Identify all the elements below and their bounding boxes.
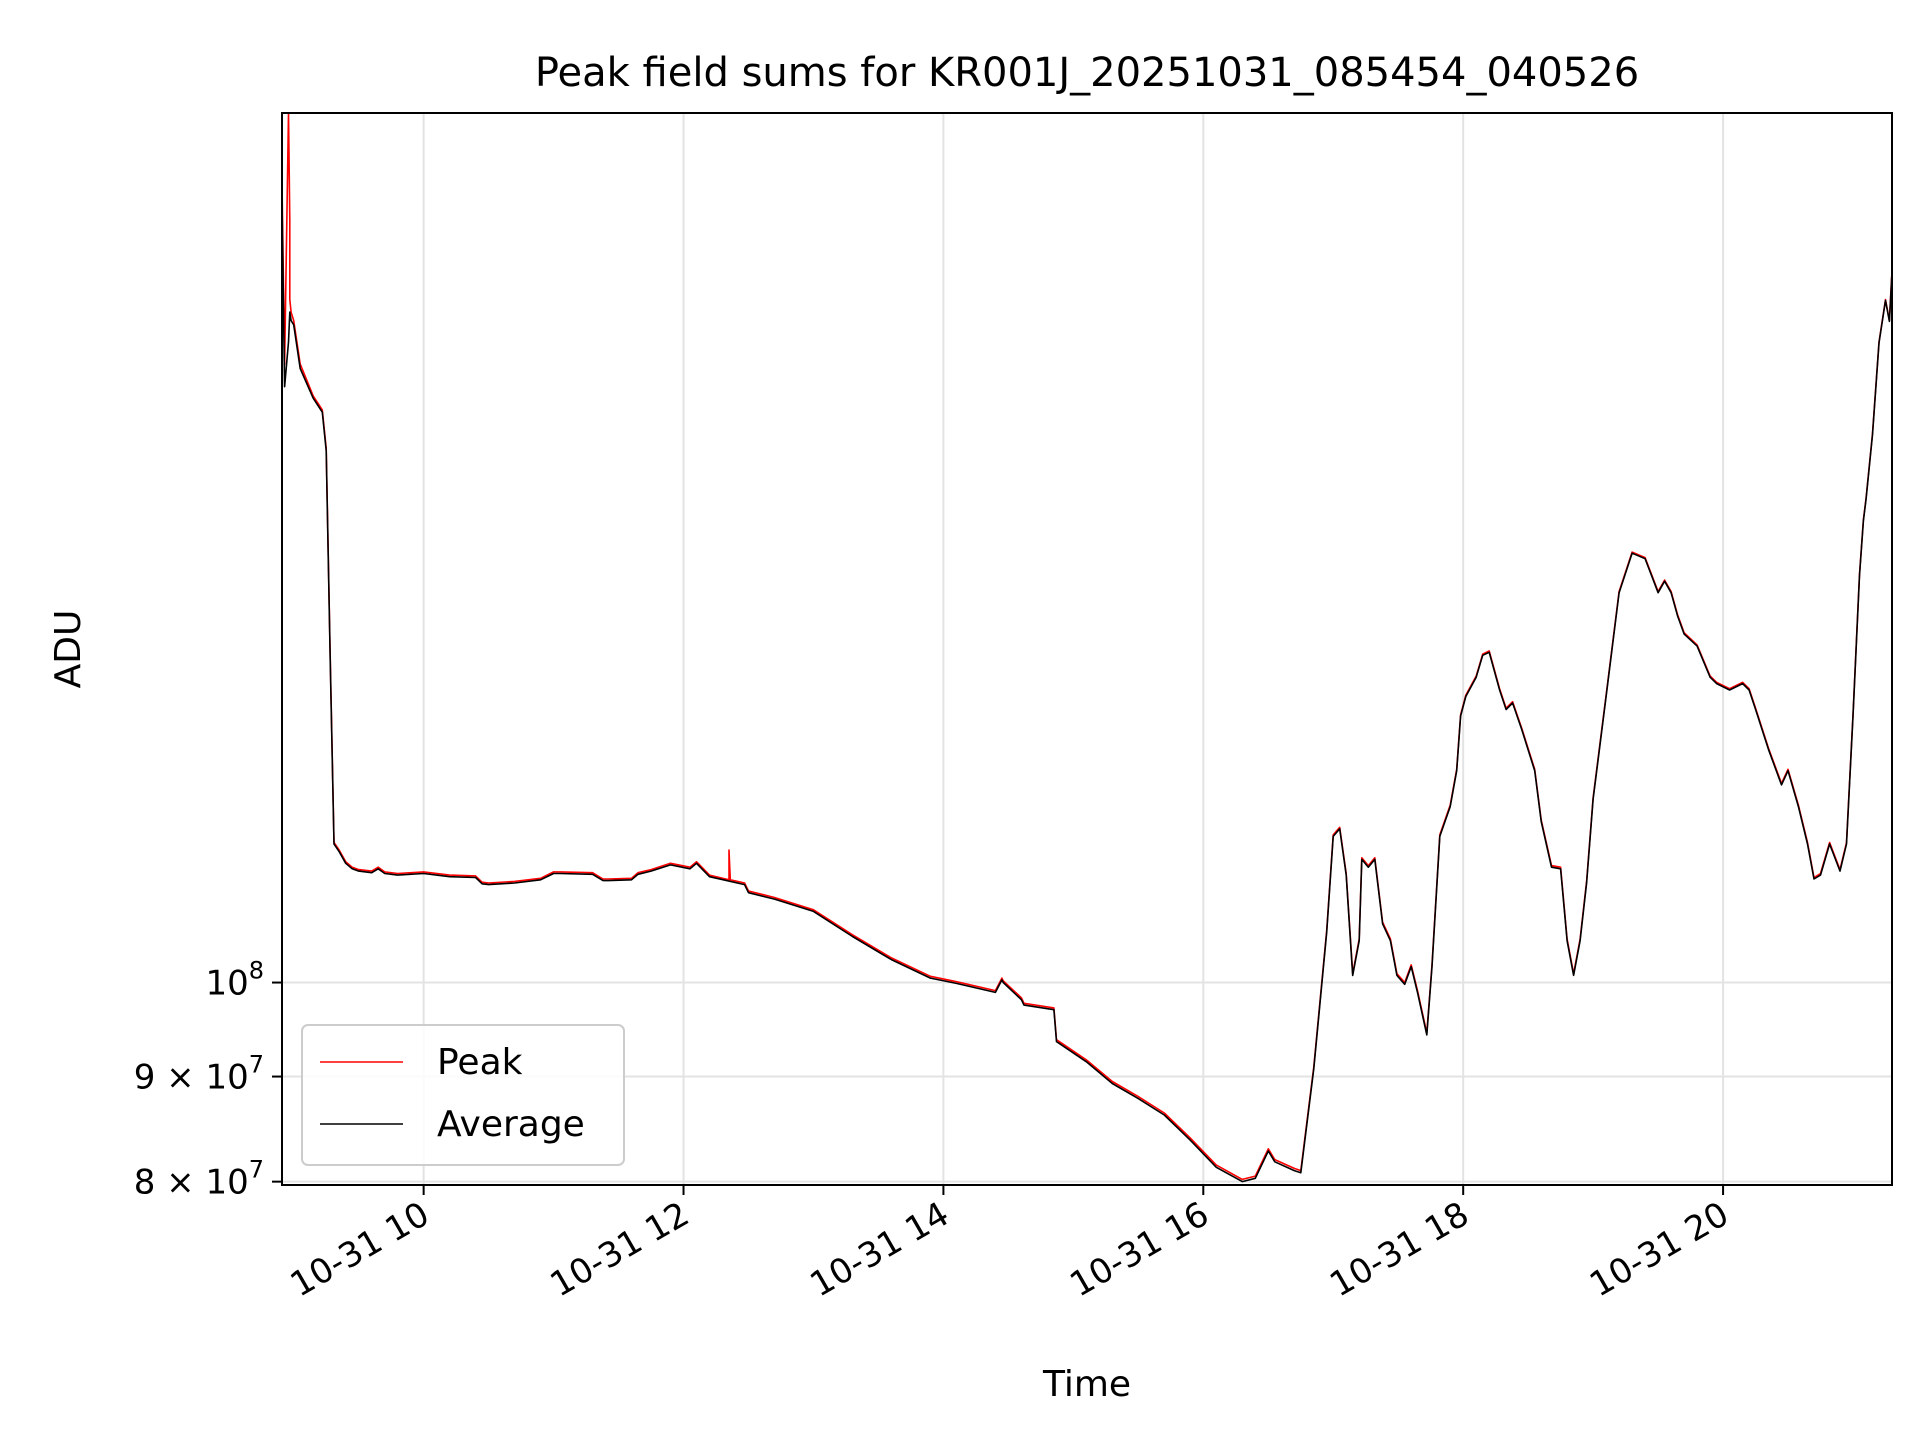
x-tick-label: 10-31 16 <box>1063 1194 1215 1305</box>
y-tick-label: 108 <box>205 957 264 1004</box>
y-tick-label: 9 × 107 <box>134 1051 264 1098</box>
chart-title: Peak field sums for KR001J_20251031_0854… <box>535 50 1639 96</box>
legend-label-peak: Peak <box>437 1042 523 1083</box>
plot-area <box>282 113 1892 1183</box>
legend-box <box>301 1024 625 1166</box>
x-axis: 10-31 10 10-31 12 10-31 14 10-31 16 10-31 18… <box>284 1185 1736 1305</box>
grid <box>282 113 1892 1185</box>
x-tick-label: 10-31 14 <box>804 1194 956 1305</box>
y-tick-mantissa: 8 × 10 <box>134 1163 249 1203</box>
y-tick-mantissa: 10 <box>205 964 248 1004</box>
y-axis-label: ADU <box>48 610 89 689</box>
x-tick-label: 10-31 10 <box>284 1194 436 1305</box>
axes-frame <box>281 112 1893 1186</box>
series-line-average <box>282 201 1892 1183</box>
x-tick-label: 10-31 12 <box>544 1194 696 1305</box>
y-tick-exponent: 7 <box>249 1156 264 1184</box>
legend-label-average: Average <box>437 1104 585 1145</box>
y-tick-mantissa: 9 × 10 <box>134 1058 249 1098</box>
y-tick-label: 8 × 107 <box>134 1156 264 1203</box>
y-tick-exponent: 7 <box>249 1051 264 1079</box>
x-axis-label: Time <box>1042 1364 1131 1405</box>
series-line-peak <box>282 113 1892 1181</box>
legend: Peak Average <box>301 1024 625 1166</box>
x-tick-label: 10-31 18 <box>1323 1194 1475 1305</box>
x-tick-label: 10-31 20 <box>1583 1194 1735 1305</box>
y-tick-exponent: 8 <box>249 957 264 985</box>
